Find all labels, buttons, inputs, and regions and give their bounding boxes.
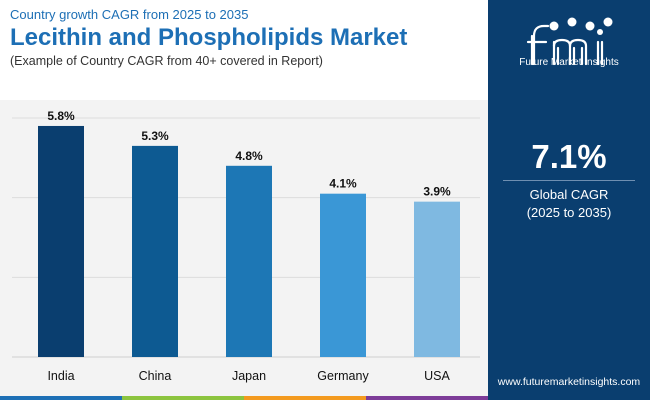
global-cagr-value: 7.1%: [531, 138, 607, 175]
data-label-china: 5.3%: [141, 129, 169, 143]
tick-label-china: China: [139, 369, 172, 383]
bar-usa: [414, 201, 460, 357]
strip-segment-green: [122, 396, 244, 400]
chart-note: (Example of Country CAGR from 40+ covere…: [10, 54, 323, 68]
fmi-logo-icon: [526, 17, 613, 66]
tick-label-germany: Germany: [317, 369, 369, 383]
chart-header: Country growth CAGR from 2025 to 2035 Le…: [10, 6, 407, 70]
tick-label-india: India: [47, 369, 74, 383]
bottom-color-strip: [0, 396, 488, 400]
global-cagr-label: Global CAGR (2025 to 2035): [488, 186, 650, 222]
chart-subtitle: Country growth CAGR from 2025 to 2035: [10, 7, 249, 22]
website-link[interactable]: www.futuremarketinsights.com: [497, 376, 641, 388]
strip-segment-orange: [244, 396, 366, 400]
data-label-india: 5.8%: [47, 109, 75, 123]
global-cagr-title: Global CAGR: [529, 187, 609, 202]
global-cagr-period: (2025 to 2035): [526, 205, 612, 220]
bar-japan: [226, 165, 272, 357]
bar-china: [132, 145, 178, 357]
side-panel: Future Market Insights 7.1% Global CAGR …: [488, 0, 650, 400]
strip-segment-purple: [366, 396, 488, 400]
bar-chart: 5.8% India 5.3% China 4.8% Japan 4.1% Germany 3.…: [12, 109, 480, 383]
data-label-usa: 3.9%: [423, 185, 451, 199]
panel-divider: [503, 180, 635, 181]
strip-segment-blue: [0, 396, 122, 400]
bar-india: [38, 125, 84, 357]
plot-area: 5.8% India 5.3% China 4.8% Japan 4.1% Germany 3.…: [0, 100, 488, 400]
brand-name: Future Market Insights: [519, 57, 619, 68]
data-label-japan: 4.8%: [235, 149, 263, 163]
bar-germany: [320, 193, 366, 357]
chart-title: Lecithin and Phospholipids Market: [10, 24, 408, 51]
tick-label-japan: Japan: [232, 369, 266, 383]
tick-label-usa: USA: [424, 369, 450, 383]
data-label-germany: 4.1%: [329, 177, 357, 191]
